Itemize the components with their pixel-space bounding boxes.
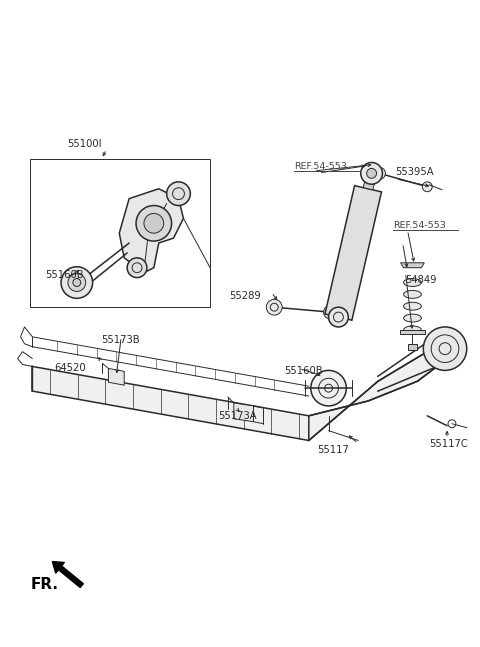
Text: FR.: FR. bbox=[30, 576, 59, 591]
Circle shape bbox=[167, 182, 191, 206]
Circle shape bbox=[144, 214, 164, 233]
Text: REF.54-553: REF.54-553 bbox=[294, 162, 347, 171]
Circle shape bbox=[324, 305, 337, 319]
Polygon shape bbox=[119, 189, 183, 272]
Text: 55117C: 55117C bbox=[429, 439, 468, 450]
Text: 55395A: 55395A bbox=[396, 167, 434, 177]
Text: 55160B: 55160B bbox=[45, 270, 84, 280]
Polygon shape bbox=[408, 344, 418, 349]
Circle shape bbox=[373, 168, 385, 179]
Circle shape bbox=[422, 182, 432, 192]
Text: 55117: 55117 bbox=[317, 445, 348, 455]
Circle shape bbox=[127, 258, 147, 278]
Circle shape bbox=[328, 307, 348, 327]
Polygon shape bbox=[401, 263, 424, 268]
Circle shape bbox=[73, 279, 81, 287]
Circle shape bbox=[367, 168, 376, 179]
Polygon shape bbox=[325, 186, 382, 320]
Text: 55100I: 55100I bbox=[67, 139, 101, 149]
Text: 55289: 55289 bbox=[229, 291, 262, 302]
Circle shape bbox=[61, 267, 93, 298]
Polygon shape bbox=[108, 368, 124, 385]
Bar bbox=[30, 159, 210, 307]
Text: REF.54-553: REF.54-553 bbox=[393, 221, 445, 230]
Polygon shape bbox=[32, 366, 309, 441]
Circle shape bbox=[311, 370, 347, 406]
Circle shape bbox=[136, 206, 171, 241]
Polygon shape bbox=[234, 403, 253, 422]
FancyArrow shape bbox=[52, 562, 84, 587]
Polygon shape bbox=[309, 342, 447, 441]
Ellipse shape bbox=[404, 314, 421, 322]
Ellipse shape bbox=[404, 302, 421, 310]
Text: 64520: 64520 bbox=[54, 364, 86, 373]
Text: 55160B: 55160B bbox=[284, 366, 323, 377]
Text: 55173B: 55173B bbox=[101, 335, 140, 345]
Text: 55173A: 55173A bbox=[218, 411, 257, 421]
Circle shape bbox=[361, 162, 383, 184]
Text: 54849: 54849 bbox=[406, 274, 437, 285]
Circle shape bbox=[423, 327, 467, 370]
Ellipse shape bbox=[404, 279, 421, 287]
Circle shape bbox=[68, 274, 86, 291]
Ellipse shape bbox=[404, 326, 421, 334]
Polygon shape bbox=[363, 175, 376, 190]
Ellipse shape bbox=[404, 291, 421, 298]
Polygon shape bbox=[400, 330, 425, 334]
Circle shape bbox=[266, 300, 282, 315]
